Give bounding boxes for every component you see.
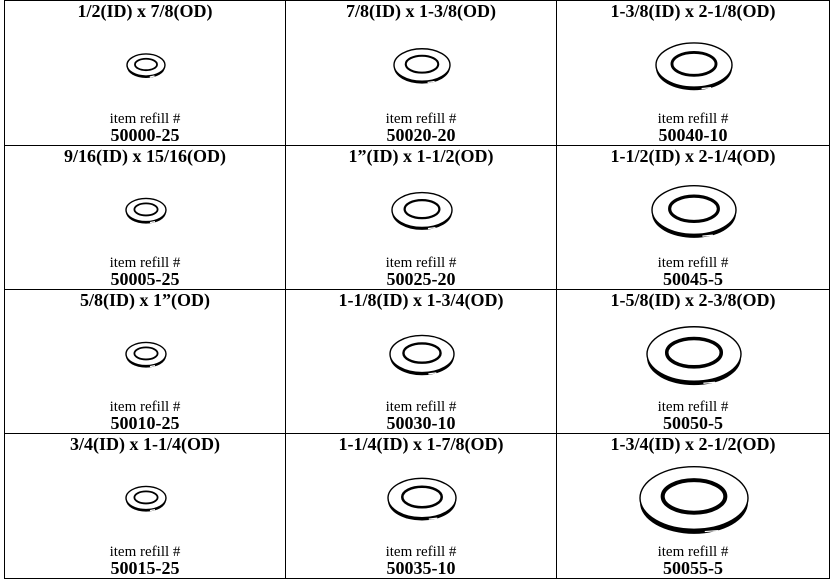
washer-part (402, 342, 442, 364)
washer (393, 48, 451, 84)
cell: 1-5/8(ID) x 2-3/8(OD) item refill #50050-… (556, 289, 830, 434)
washer-part (133, 490, 159, 505)
washer-part (704, 529, 719, 533)
washer (655, 42, 733, 91)
washer-part (133, 202, 159, 217)
cell: 1/2(ID) x 7/8(OD) item refill #50000-25 (4, 0, 286, 146)
washer-part (133, 346, 159, 361)
washer-part (149, 75, 155, 78)
size-title: 1-3/4(ID) x 2-1/2(OD) (610, 434, 776, 454)
size-title: 1-1/2(ID) x 2-1/4(OD) (610, 146, 776, 166)
size-title: 1-5/8(ID) x 2-3/8(OD) (610, 290, 776, 310)
size-title: 1/2(ID) x 7/8(OD) (77, 1, 213, 21)
washer-part (660, 478, 728, 515)
item-number: 50000-25 (110, 125, 180, 145)
refill-label: item refill # (385, 544, 457, 560)
size-title: 5/8(ID) x 1”(OD) (80, 290, 210, 310)
item-number: 50030-10 (386, 413, 456, 433)
cell: 9/16(ID) x 15/16(OD) item refill #50005-2… (4, 145, 286, 290)
refill-label: item refill # (657, 544, 729, 560)
washer-part (401, 485, 443, 509)
item-number: 50015-25 (110, 558, 180, 578)
refill-label: item refill # (109, 255, 181, 271)
washer (125, 341, 167, 368)
refill-label: item refill # (109, 544, 181, 560)
washer-part (149, 221, 156, 224)
washer-part (149, 509, 156, 512)
washer-part (428, 372, 437, 375)
washer (387, 477, 457, 521)
item-number: 50020-20 (386, 125, 456, 145)
washer-part (134, 57, 158, 72)
washer (125, 485, 167, 512)
size-title: 1”(ID) x 1-1/2(OD) (348, 146, 494, 166)
washer (125, 197, 167, 224)
washer-part (701, 87, 712, 90)
washer-part (404, 54, 440, 74)
refill-label: item refill # (385, 111, 457, 127)
size-title: 3/4(ID) x 1-1/4(OD) (70, 434, 220, 454)
washer (391, 191, 453, 230)
item-number: 50035-10 (386, 558, 456, 578)
size-title: 9/16(ID) x 15/16(OD) (64, 146, 226, 166)
item-number: 50010-25 (110, 413, 180, 433)
item-number: 50005-25 (110, 269, 180, 289)
refill-label: item refill # (657, 255, 729, 271)
item-number: 50040-10 (658, 125, 728, 145)
washer-part (664, 336, 724, 369)
cell: 3/4(ID) x 1-1/4(OD) item refill #50015-25 (4, 433, 286, 579)
cell: 7/8(ID) x 1-3/8(OD) item refill #50020-20 (285, 0, 557, 146)
cell: 1”(ID) x 1-1/2(OD) item refill #50025-20 (285, 145, 557, 290)
item-number: 50045-5 (663, 269, 723, 289)
refill-label: item refill # (657, 111, 729, 127)
washer (651, 184, 737, 238)
washer (639, 465, 749, 534)
refill-label: item refill # (385, 399, 457, 415)
item-number: 50050-5 (663, 413, 723, 433)
cell: 5/8(ID) x 1”(OD) item refill #50010-25 (4, 289, 286, 434)
washer-part (427, 227, 436, 230)
size-title: 1-1/8(ID) x 1-3/4(OD) (338, 290, 504, 310)
cell: 1-1/4(ID) x 1-7/8(OD) item refill #50035-… (285, 433, 557, 579)
item-number: 50055-5 (663, 558, 723, 578)
cell: 1-3/4(ID) x 2-1/2(OD) item refill #50055-… (556, 433, 830, 579)
size-title: 1-3/8(ID) x 2-1/8(OD) (610, 1, 776, 21)
refill-label: item refill # (657, 399, 729, 415)
item-number: 50025-20 (386, 269, 456, 289)
washer-part (702, 234, 713, 237)
washer-part (703, 381, 716, 384)
refill-label: item refill # (385, 255, 457, 271)
washer-part (403, 198, 441, 220)
cell: 1-1/8(ID) x 1-3/4(OD) item refill #50030-… (285, 289, 557, 434)
washer-part (428, 517, 438, 520)
washer (646, 326, 742, 386)
refill-label: item refill # (109, 399, 181, 415)
washer-part (668, 194, 720, 224)
cell: 1-1/2(ID) x 2-1/4(OD) item refill #50045-… (556, 145, 830, 290)
size-title: 1-1/4(ID) x 1-7/8(OD) (338, 434, 504, 454)
washer-part (149, 365, 156, 368)
washer (389, 334, 455, 376)
cell: 1-3/8(ID) x 2-1/8(OD) item refill #50040-… (556, 0, 830, 146)
washer (126, 53, 166, 79)
size-title: 7/8(ID) x 1-3/8(OD) (346, 1, 496, 21)
refill-label: item refill # (109, 111, 181, 127)
washer-part (670, 51, 718, 77)
washer-part (427, 80, 435, 84)
